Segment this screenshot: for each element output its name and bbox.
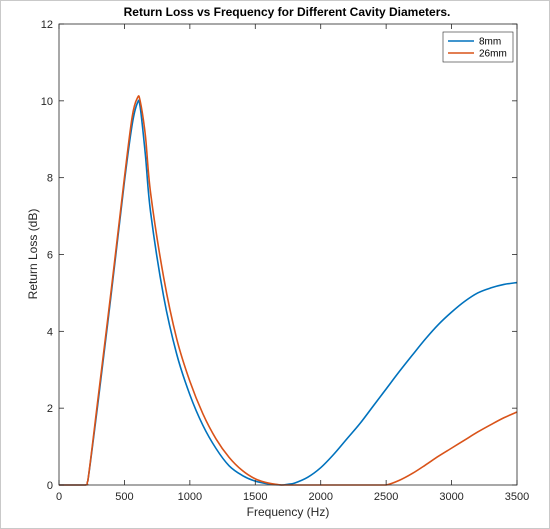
x-tick-label: 1000 xyxy=(178,491,202,503)
legend-box xyxy=(442,31,514,63)
x-tick-label: 2500 xyxy=(374,491,398,503)
y-tick-label: 6 xyxy=(47,250,53,262)
plot-area xyxy=(59,24,517,485)
series-layer xyxy=(59,95,518,486)
x-tick-label: 1500 xyxy=(243,491,267,503)
x-tick-label: 0 xyxy=(56,491,62,503)
chart-title: Return Loss vs Frequency for Different C… xyxy=(124,5,451,19)
x-axis-label: Frequency (Hz) xyxy=(247,505,330,519)
x-tick-label: 500 xyxy=(115,491,133,503)
x-tick-label: 3500 xyxy=(505,491,529,503)
y-tick-label: 2 xyxy=(47,403,53,415)
x-tick-label: 2000 xyxy=(308,491,332,503)
x-tick-label: 3000 xyxy=(439,491,463,503)
x-axis: 0 500 1000 1500 2000 2500 3000 3500 xyxy=(56,24,529,503)
legend-label: 26mm xyxy=(479,49,507,60)
y-tick-label: 0 xyxy=(47,480,53,492)
y-axis: 0 2 4 6 8 10 12 xyxy=(41,19,517,492)
y-tick-label: 4 xyxy=(47,326,53,338)
y-tick-label: 8 xyxy=(47,173,53,185)
y-tick-label: 12 xyxy=(41,19,53,31)
y-axis-label: Return Loss (dB) xyxy=(26,209,40,300)
y-tick-label: 10 xyxy=(41,96,53,108)
legend-label: 8mm xyxy=(479,37,501,48)
series-line-26mm xyxy=(59,95,518,486)
